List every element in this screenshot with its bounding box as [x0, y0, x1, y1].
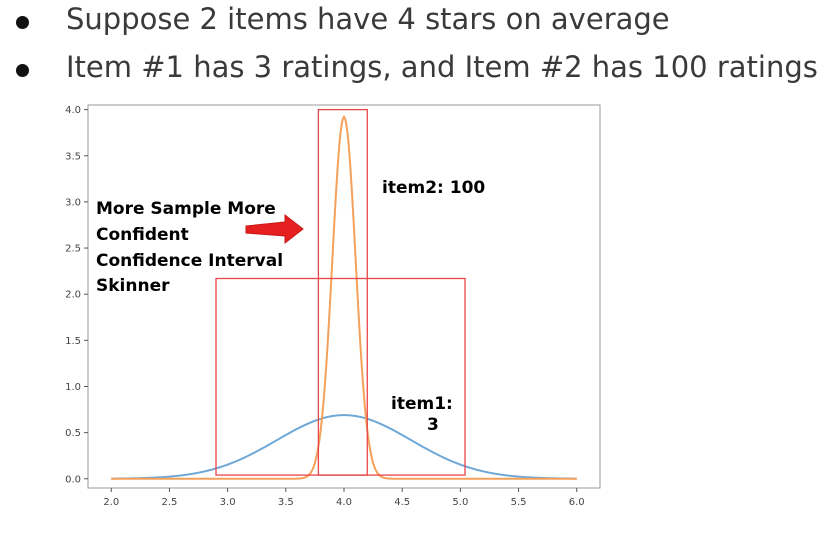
- y-tick-label: 0.0: [65, 474, 81, 485]
- interval-boxes: [215, 108, 466, 476]
- bullet-text: Item #1 has 3 ratings, and Item #2 has 1…: [66, 50, 818, 84]
- x-tick-label: 4.5: [394, 497, 410, 508]
- y-tick-label: 0.5: [65, 428, 81, 439]
- bullet-item: Suppose 2 items have 4 stars on average: [0, 0, 837, 44]
- y-tick-label: 1.5: [65, 336, 81, 347]
- note-line: Confidence Interval: [96, 251, 283, 271]
- y-tick-label: 1.0: [65, 382, 81, 393]
- y-tick-label: 3.0: [65, 197, 81, 208]
- arrow: [245, 213, 304, 245]
- bullet-dot-icon: [16, 16, 29, 29]
- x-tick-label: 4.0: [336, 497, 352, 508]
- x-tick-label: 5.5: [511, 497, 527, 508]
- y-tick-label: 3.5: [65, 151, 81, 162]
- series-line-1: [111, 414, 577, 480]
- axes-frame: [87, 104, 601, 489]
- item1-label: item1:: [391, 394, 453, 414]
- arrow-right-icon: [245, 213, 304, 245]
- axis-ticks: 2.0 2.5 3.0 3.5 4.0 4.5 5.0 5.5 6.0 0.0 0.5 1.0 1.5 2…: [65, 105, 585, 508]
- plot-frame: [87, 104, 601, 489]
- x-tick-label: 2.5: [162, 497, 178, 508]
- x-tick-label: 6.0: [569, 497, 585, 508]
- series-line-2: [111, 115, 577, 480]
- note-line: More Sample More: [96, 199, 276, 219]
- bullet-text: Suppose 2 items have 4 stars on average: [66, 2, 670, 36]
- y-tick-label: 2.0: [65, 290, 81, 301]
- x-tick-label: 2.0: [103, 497, 119, 508]
- bullet-item: Item #1 has 3 ratings, and Item #2 has 1…: [0, 46, 837, 90]
- interval-box-2: [215, 277, 466, 476]
- item1-count-label: 3: [427, 415, 439, 435]
- note-line: Skinner: [96, 276, 170, 296]
- x-tick-label: 3.0: [220, 497, 236, 508]
- note-line: Confident: [96, 225, 189, 245]
- x-tick-label: 3.5: [278, 497, 294, 508]
- interval-box-1: [317, 108, 368, 476]
- item2-label: item2: 100: [382, 178, 485, 198]
- y-tick-label: 2.5: [65, 244, 81, 255]
- series-lines: [111, 115, 577, 480]
- bullet-dot-icon: [16, 64, 29, 77]
- x-tick-label: 5.0: [452, 497, 468, 508]
- y-tick-label: 4.0: [65, 105, 81, 116]
